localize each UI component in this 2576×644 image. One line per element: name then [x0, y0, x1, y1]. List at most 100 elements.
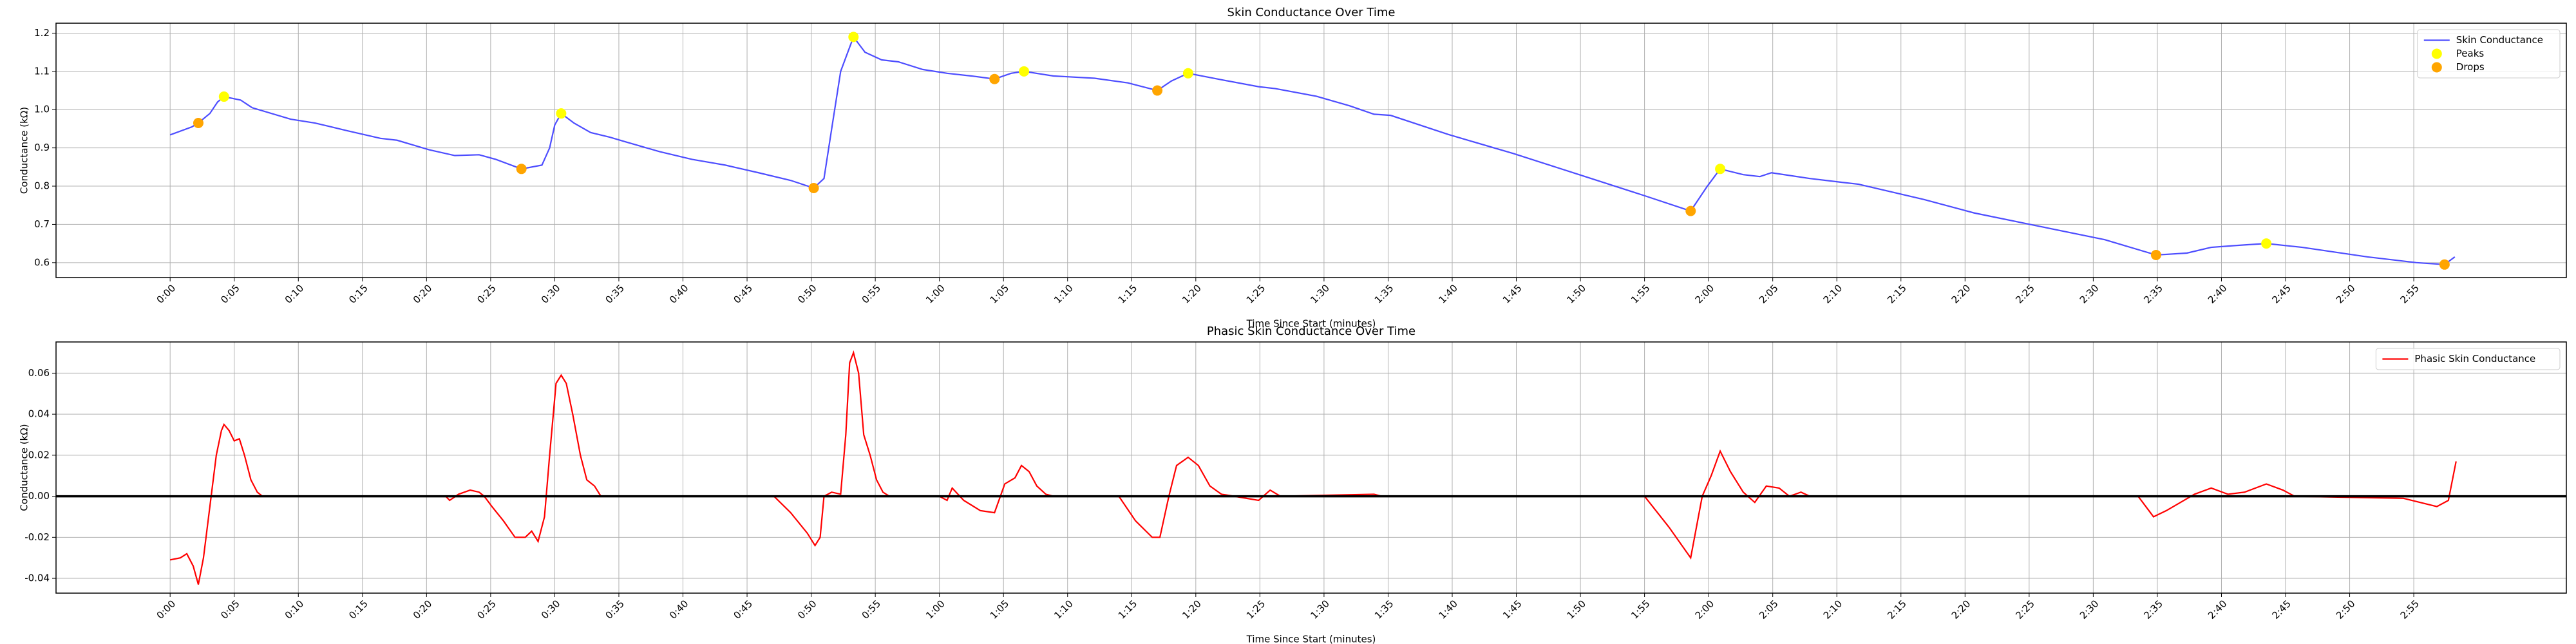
point-marker — [1685, 205, 1696, 216]
x-tick-label: 1:20 — [1180, 598, 1204, 621]
x-tick-label: 2:00 — [1693, 598, 1717, 621]
x-tick-label: 0:35 — [603, 282, 627, 306]
x-tick-label: 0:25 — [475, 282, 498, 306]
x-tick-label: 0:20 — [411, 598, 435, 621]
x-tick-label: 2:35 — [2141, 598, 2165, 621]
y-tick-label: -0.04 — [24, 573, 50, 584]
x-axis-label: Time Since Start (minutes) — [1246, 634, 1376, 644]
y-tick-label: 0.04 — [28, 408, 50, 420]
x-tick-label: 2:45 — [2269, 282, 2293, 306]
x-tick-label: 1:10 — [1052, 598, 1075, 621]
x-tick-label: 2:00 — [1693, 282, 1717, 306]
x-tick-label: 0:40 — [667, 598, 691, 621]
x-tick-label: 1:20 — [1180, 282, 1204, 306]
point-marker — [1715, 164, 1726, 175]
legend-swatch — [2431, 62, 2442, 73]
x-tick-label: 1:30 — [1308, 598, 1332, 621]
legend-box — [2375, 348, 2561, 370]
x-tick-label: 1:55 — [1629, 598, 1653, 621]
y-tick-label: 1.2 — [34, 27, 50, 39]
x-tick-label: 2:50 — [2334, 282, 2358, 306]
x-tick-label: 1:40 — [1436, 282, 1460, 306]
x-tick-label: 0:05 — [218, 598, 242, 621]
x-tick-label: 0:15 — [346, 282, 370, 306]
x-tick-label: 1:15 — [1116, 598, 1140, 621]
x-tick-label: 2:15 — [1885, 282, 1909, 306]
legend-swatch — [2431, 48, 2442, 59]
x-tick-label: 0:50 — [795, 282, 819, 306]
x-tick-label: 1:00 — [923, 598, 947, 621]
point-marker — [193, 118, 204, 129]
x-tick-label: 0:45 — [732, 282, 755, 306]
x-tick-label: 2:10 — [1821, 282, 1845, 306]
x-tick-label: 0:55 — [860, 282, 884, 306]
series-line — [169, 350, 2457, 585]
x-tick-label: 0:05 — [218, 282, 242, 306]
point-marker — [516, 164, 527, 175]
y-tick-label: 0.8 — [34, 180, 50, 192]
x-tick-label: 1:25 — [1244, 598, 1268, 621]
point-marker — [556, 108, 567, 119]
axes-frame — [55, 341, 2567, 594]
x-tick-label: 1:05 — [988, 598, 1012, 621]
x-tick-label: 0:40 — [667, 282, 691, 306]
x-tick-label: 2:35 — [2141, 282, 2165, 306]
x-axis-label: Time Since Start (minutes) — [1246, 318, 1376, 330]
x-tick-label: 2:05 — [1757, 598, 1781, 621]
point-marker — [1182, 68, 1193, 79]
x-tick-label: 0:00 — [155, 598, 178, 621]
point-marker — [808, 183, 819, 194]
plot-area — [56, 350, 2566, 585]
x-tick-label: 1:00 — [923, 282, 947, 306]
plot-area — [169, 32, 2456, 270]
x-tick-label: 1:35 — [1372, 282, 1396, 306]
y-tick-label: 1.1 — [34, 65, 50, 77]
x-tick-label: 2:40 — [2206, 282, 2230, 306]
x-tick-label: 0:35 — [603, 598, 627, 621]
legend-box — [2417, 29, 2561, 79]
point-marker — [1152, 85, 1163, 96]
x-tick-label: 0:55 — [860, 598, 884, 621]
y-tick-label: -0.02 — [24, 531, 50, 543]
point-marker — [218, 91, 229, 102]
x-tick-label: 2:20 — [1949, 598, 1973, 621]
point-marker — [2439, 259, 2450, 270]
y-tick-label: 0.6 — [34, 256, 50, 268]
point-marker — [989, 73, 1000, 84]
x-tick-label: 0:15 — [346, 598, 370, 621]
chart-title: Skin Conductance Over Time — [1227, 6, 1396, 19]
x-tick-label: 0:10 — [283, 282, 307, 306]
x-tick-label: 2:05 — [1757, 282, 1781, 306]
x-tick-label: 2:25 — [2013, 598, 2037, 621]
y-tick-label: 0.9 — [34, 142, 50, 153]
x-tick-label: 1:40 — [1436, 598, 1460, 621]
y-tick-label: 0.7 — [34, 218, 50, 230]
legend-label: Skin Conductance — [2456, 34, 2543, 46]
x-tick-label: 1:15 — [1116, 282, 1140, 306]
x-tick-label: 2:25 — [2013, 282, 2037, 306]
x-tick-label: 0:20 — [411, 282, 435, 306]
legend-label: Peaks — [2456, 48, 2485, 59]
x-tick-label: 2:30 — [2078, 598, 2101, 621]
x-tick-label: 2:15 — [1885, 598, 1909, 621]
x-tick-label: 2:20 — [1949, 282, 1973, 306]
x-tick-label: 2:55 — [2398, 282, 2422, 306]
x-tick-label: 1:45 — [1501, 282, 1524, 306]
x-tick-label: 1:30 — [1308, 282, 1332, 306]
point-marker — [848, 32, 859, 43]
point-marker — [2150, 249, 2161, 260]
chart-title: Phasic Skin Conductance Over Time — [1207, 325, 1416, 338]
x-tick-label: 2:10 — [1821, 598, 1845, 621]
x-tick-label: 0:30 — [539, 282, 563, 306]
point-marker — [2261, 238, 2272, 249]
x-tick-label: 1:55 — [1629, 282, 1653, 306]
x-tick-label: 2:30 — [2078, 282, 2101, 306]
x-tick-label: 0:10 — [283, 598, 307, 621]
x-tick-label: 1:45 — [1501, 598, 1524, 621]
x-tick-label: 1:10 — [1052, 282, 1075, 306]
y-axis-label: Conductance (kΩ) — [19, 424, 30, 511]
x-tick-label: 2:45 — [2269, 598, 2293, 621]
y-tick-label: 1.0 — [34, 104, 50, 115]
